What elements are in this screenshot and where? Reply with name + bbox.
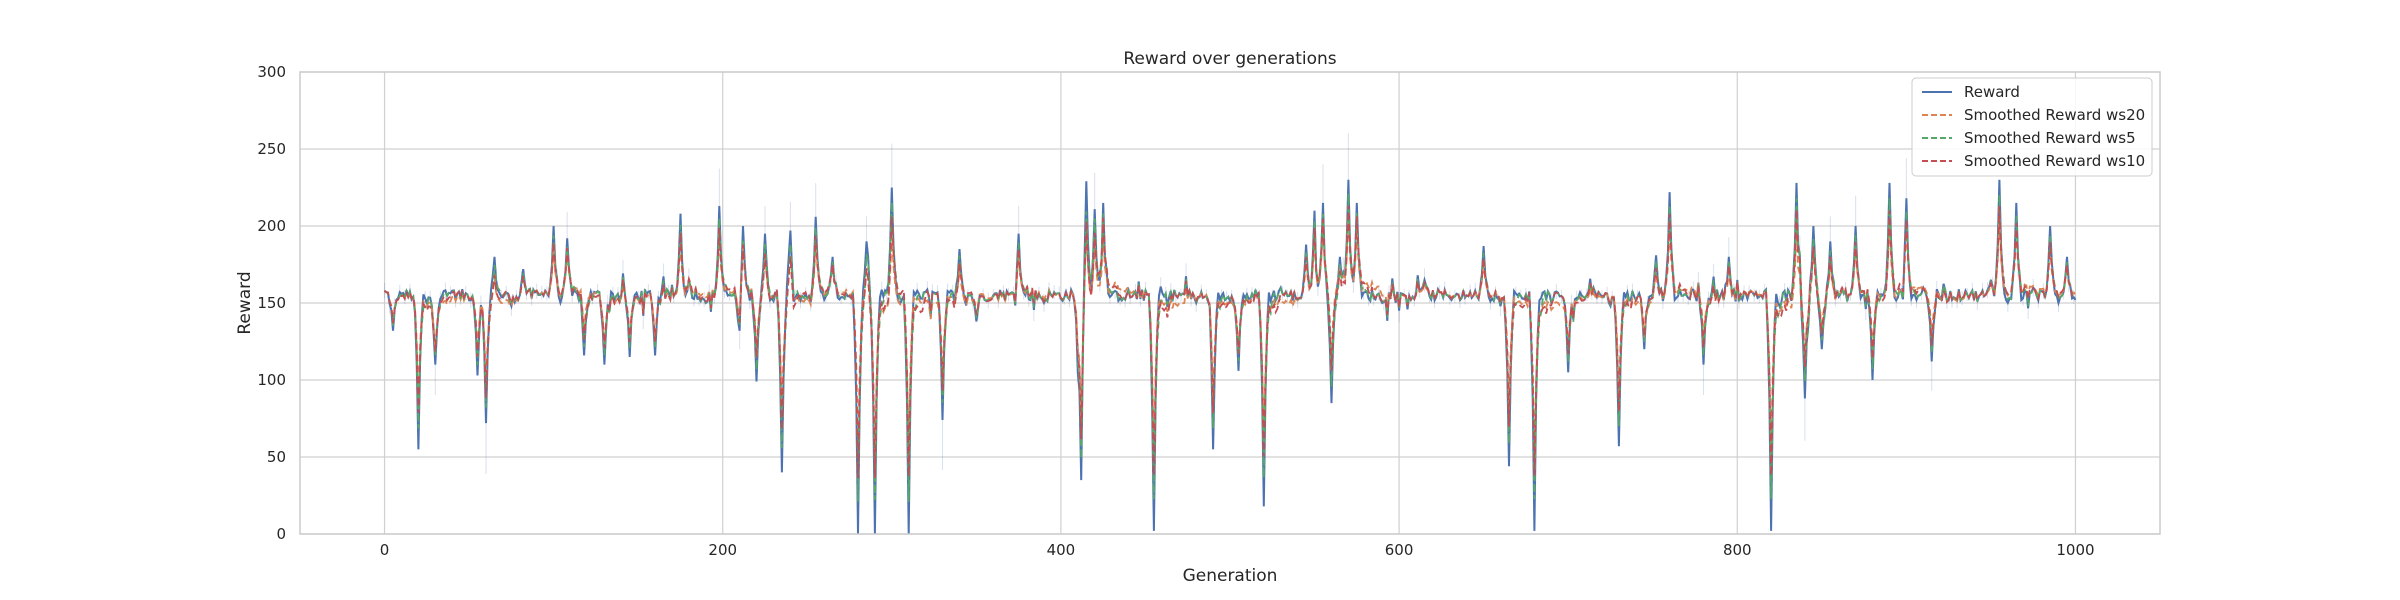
x-tick-label: 200 — [708, 541, 737, 559]
series-line-smoothed-2 — [383, 193, 2077, 502]
series-lines — [383, 179, 2077, 535]
x-tick-label: 400 — [1047, 541, 1076, 559]
chart-title: Reward over generations — [1123, 49, 1336, 69]
y-tick-label: 200 — [257, 217, 286, 235]
y-tick-label: 0 — [276, 525, 286, 543]
series-line-smoothed-1 — [383, 215, 2077, 465]
y-tick-label: 250 — [257, 140, 286, 158]
series-line-smoothed-3 — [383, 205, 2077, 479]
y-tick-label: 50 — [267, 448, 286, 466]
y-tick-label: 100 — [257, 371, 286, 389]
y-axis-title: Reward — [235, 271, 255, 334]
legend-label: Smoothed Reward ws5 — [1964, 129, 2136, 147]
x-tick-label: 600 — [1385, 541, 1414, 559]
legend-box — [1911, 77, 2153, 177]
y-tick-labels: 0 50 100 150 200 250 300 — [257, 63, 286, 543]
legend-label: Smoothed Reward ws10 — [1964, 152, 2145, 170]
x-tick-label: 1000 — [2056, 541, 2094, 559]
x-tick-label: 800 — [1723, 541, 1752, 559]
legend-label: Reward — [1964, 83, 2020, 101]
legend: Reward Smoothed Reward ws20 Smoothed Rewar… — [1911, 77, 2153, 177]
y-tick-label: 300 — [257, 63, 286, 81]
x-tick-label: 0 — [380, 541, 390, 559]
plot-frame — [299, 71, 2161, 535]
x-tick-labels: 0 200 400 600 800 1000 — [380, 541, 2095, 559]
x-axis-title: Generation — [1183, 566, 1278, 586]
y-tick-label: 150 — [257, 294, 286, 312]
legend-label: Smoothed Reward ws20 — [1964, 106, 2145, 124]
